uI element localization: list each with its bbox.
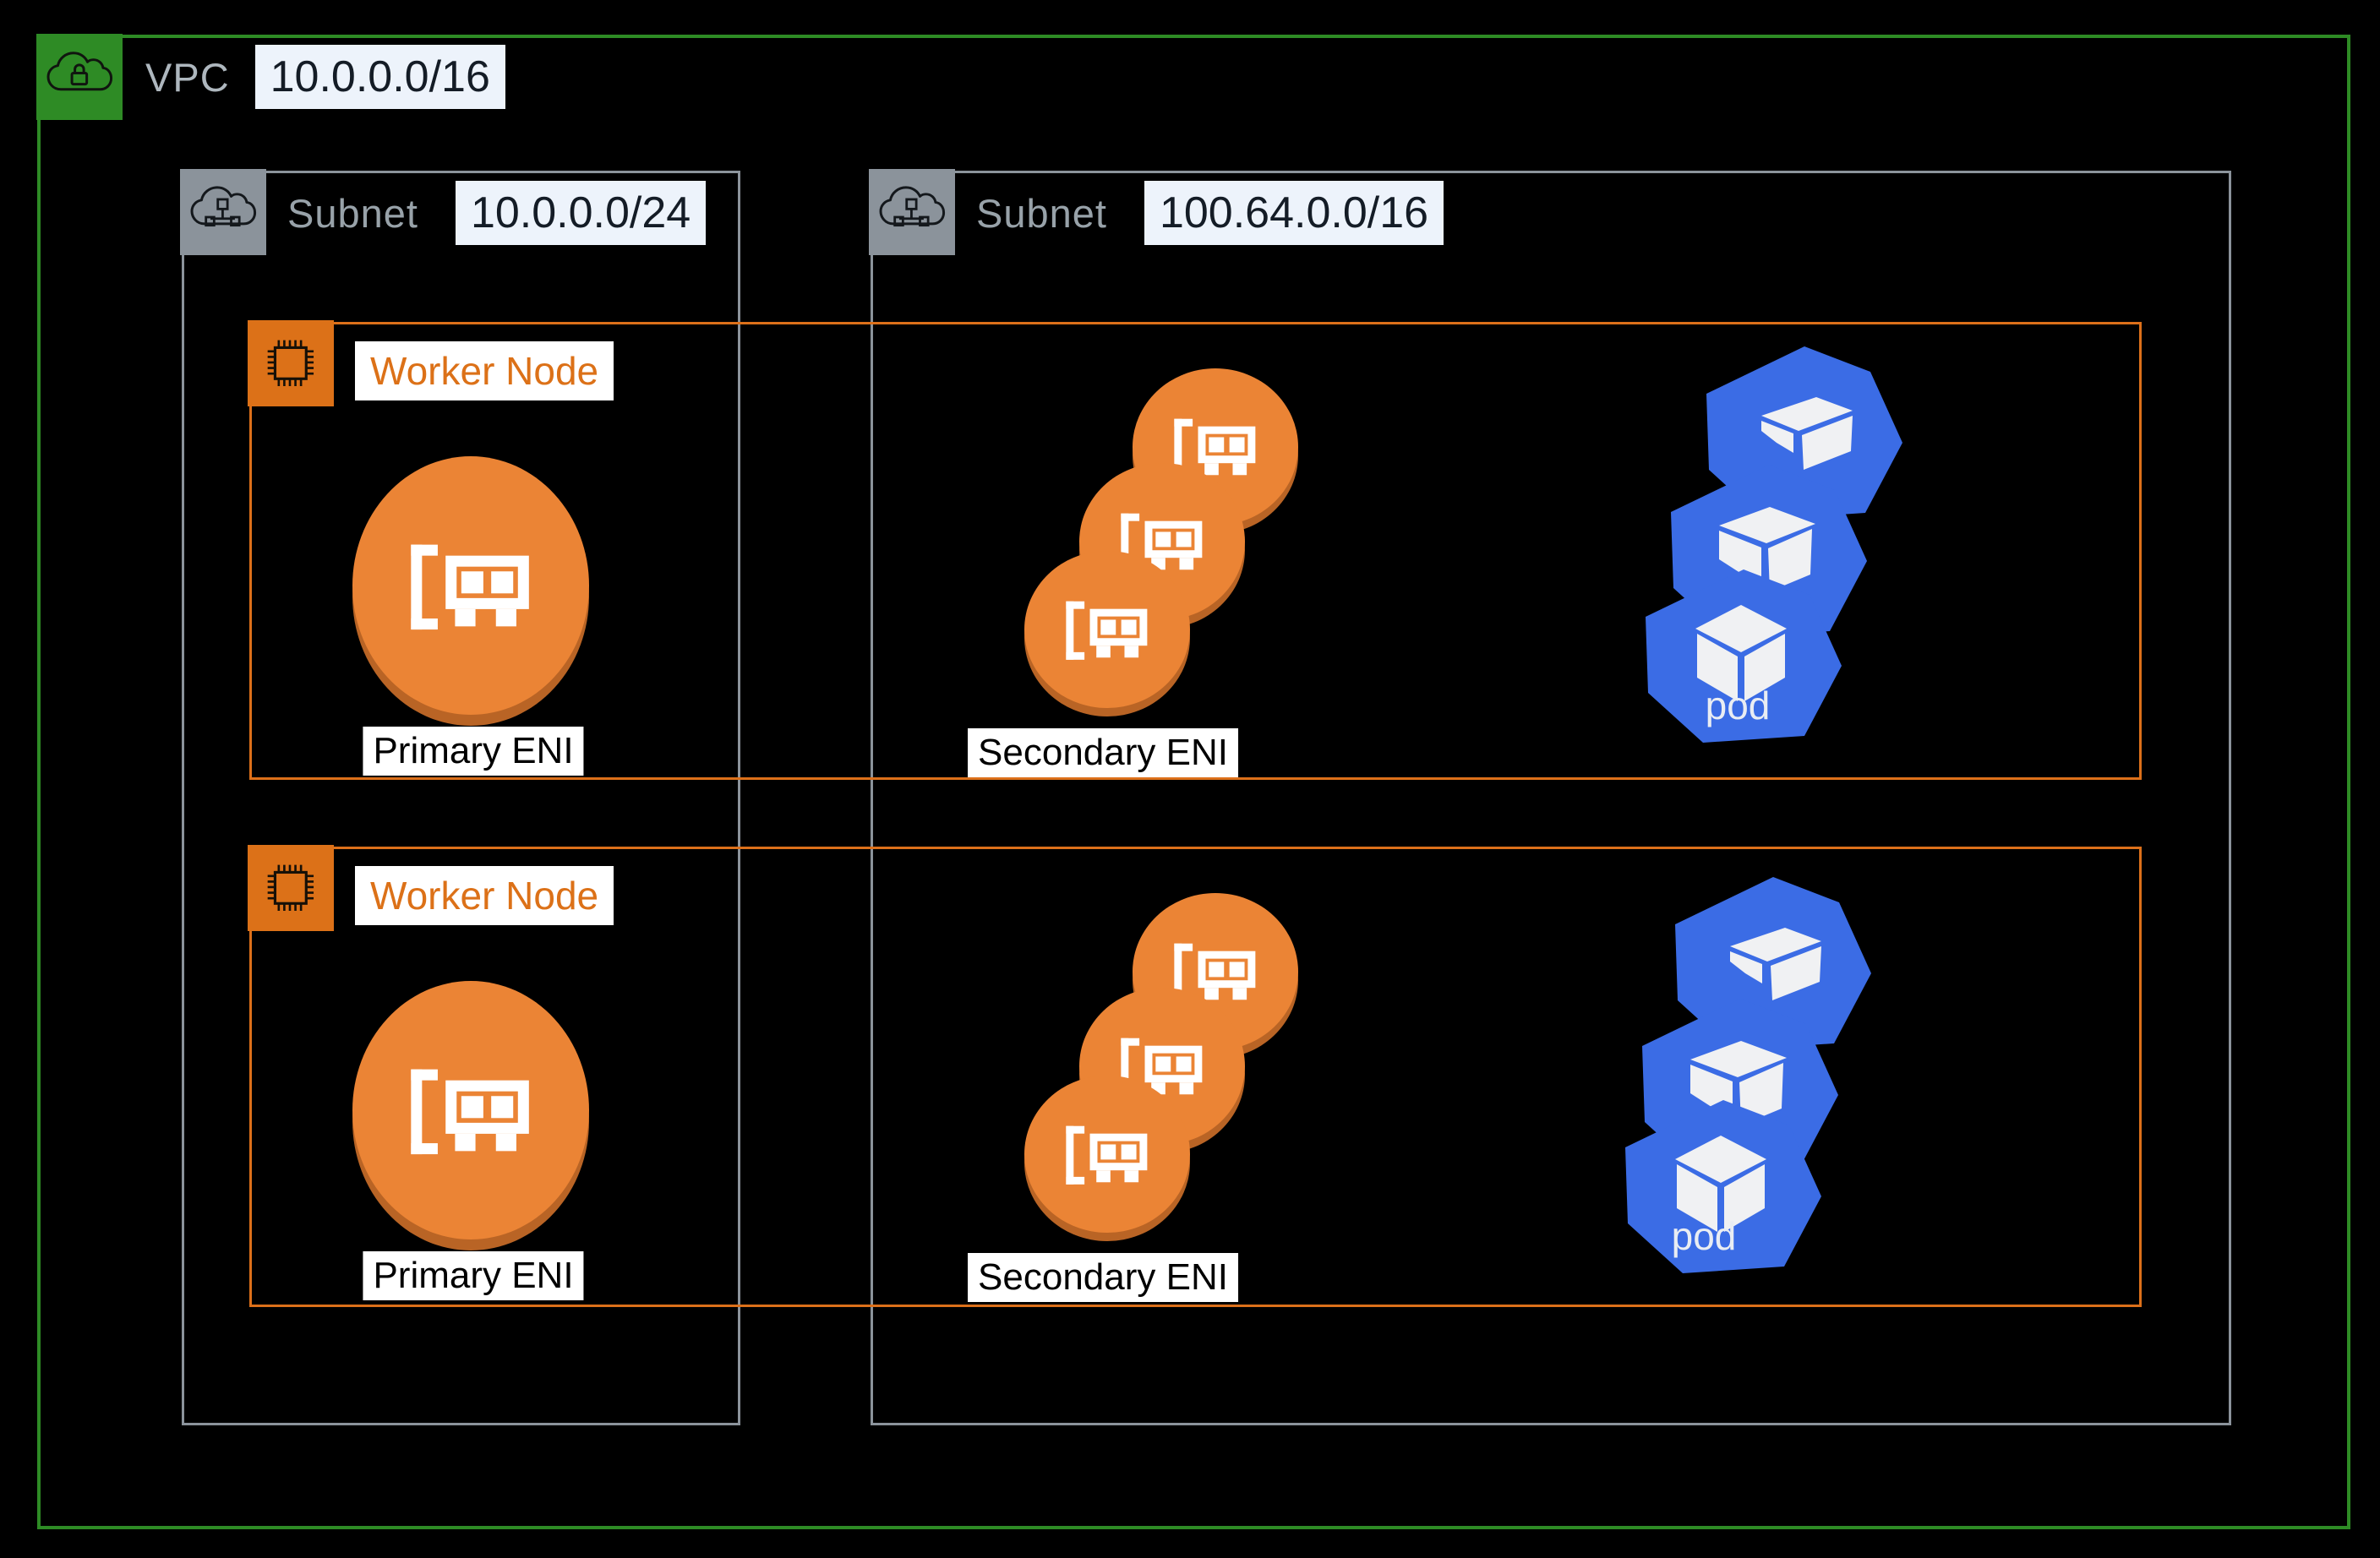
worker-node-box-1 — [249, 322, 2142, 780]
worker-node-label-1: Worker Node — [355, 341, 614, 400]
subnet-box-2 — [871, 171, 2231, 1425]
subnet-icon-1 — [180, 169, 266, 255]
worker-node-label-2: Worker Node — [355, 866, 614, 925]
network-card-icon — [392, 507, 549, 664]
cloud-network-icon — [875, 175, 949, 249]
subnet-label-1: Subnet — [287, 190, 418, 236]
subnet-cidr-2: 100.64.0.0/16 — [1144, 181, 1444, 245]
vpc-cidr: 10.0.0.0/16 — [254, 45, 505, 109]
primary-eni-icon-1 — [352, 456, 589, 726]
pod-label-1: pod — [1705, 684, 1771, 727]
cloud-network-icon — [186, 175, 260, 249]
primary-eni-icon-2 — [352, 981, 589, 1250]
secondary-eni-icon-2c — [1024, 1076, 1190, 1241]
primary-eni-label-1: Primary ENI — [363, 727, 584, 776]
coin-face — [352, 456, 589, 715]
vpc-icon — [36, 34, 123, 120]
cpu-chip-icon — [254, 326, 328, 400]
subnet-header-2: Subnet 100.64.0.0/16 — [976, 174, 1444, 252]
subnet-cidr-1: 10.0.0.0/24 — [455, 181, 707, 245]
pod-label-2: pod — [1671, 1214, 1737, 1258]
network-card-icon — [1053, 1100, 1161, 1208]
network-card-icon — [392, 1032, 549, 1189]
subnet-label-2: Subnet — [976, 190, 1107, 236]
subnet-icon-2 — [869, 169, 955, 255]
vpc-label: VPC — [145, 54, 230, 100]
primary-eni-label-2: Primary ENI — [363, 1251, 584, 1300]
subnet-header-1: Subnet 10.0.0.0/24 — [287, 174, 707, 252]
secondary-eni-label-1: Secondary ENI — [968, 728, 1238, 777]
worker-node-icon-2 — [248, 845, 334, 931]
subnet-box-1 — [182, 171, 740, 1425]
worker-node-box-2 — [249, 847, 2142, 1307]
vpc-boundary-box — [37, 35, 2350, 1529]
cloud-lock-icon — [42, 40, 117, 114]
network-card-icon — [1053, 575, 1161, 684]
cpu-chip-icon — [254, 851, 328, 925]
secondary-eni-label-2: Secondary ENI — [968, 1253, 1238, 1302]
vpc-header: VPC 10.0.0.0/16 — [145, 37, 505, 117]
secondary-eni-icon-1c — [1024, 551, 1190, 716]
coin-face — [352, 981, 589, 1239]
worker-node-icon-1 — [248, 320, 334, 406]
